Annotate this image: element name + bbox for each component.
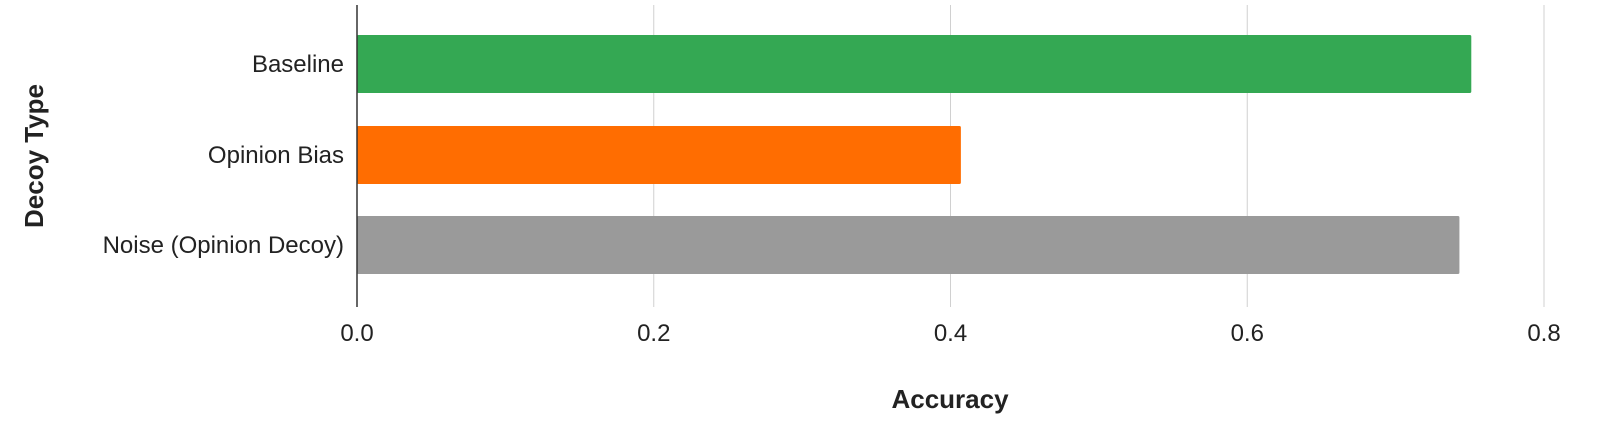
x-tick-label: 0.6 — [1231, 320, 1264, 347]
category-labels: Baseline Opinion Bias Noise (Opinion Decoy… — [103, 51, 344, 259]
bar — [357, 35, 1472, 93]
x-tick-labels: 0.0 0.2 0.4 0.6 0.8 — [340, 320, 1560, 347]
x-tick-label: 0.0 — [340, 320, 373, 347]
y-axis-title: Decoy Type — [19, 84, 49, 228]
category-label: Baseline — [252, 51, 344, 78]
bars — [357, 35, 1472, 274]
bar — [357, 126, 961, 184]
category-label: Opinion Bias — [208, 142, 344, 169]
x-axis-title: Accuracy — [891, 384, 1009, 414]
bar — [357, 216, 1460, 274]
category-label: Noise (Opinion Decoy) — [103, 232, 344, 259]
x-tick-label: 0.8 — [1527, 320, 1560, 347]
x-tick-label: 0.2 — [637, 320, 670, 347]
x-tick-label: 0.4 — [934, 320, 967, 347]
